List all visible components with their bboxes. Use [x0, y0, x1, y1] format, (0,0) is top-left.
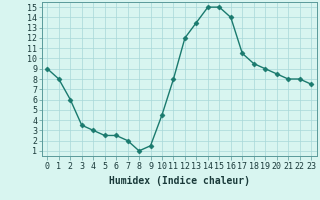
X-axis label: Humidex (Indice chaleur): Humidex (Indice chaleur)	[109, 176, 250, 186]
